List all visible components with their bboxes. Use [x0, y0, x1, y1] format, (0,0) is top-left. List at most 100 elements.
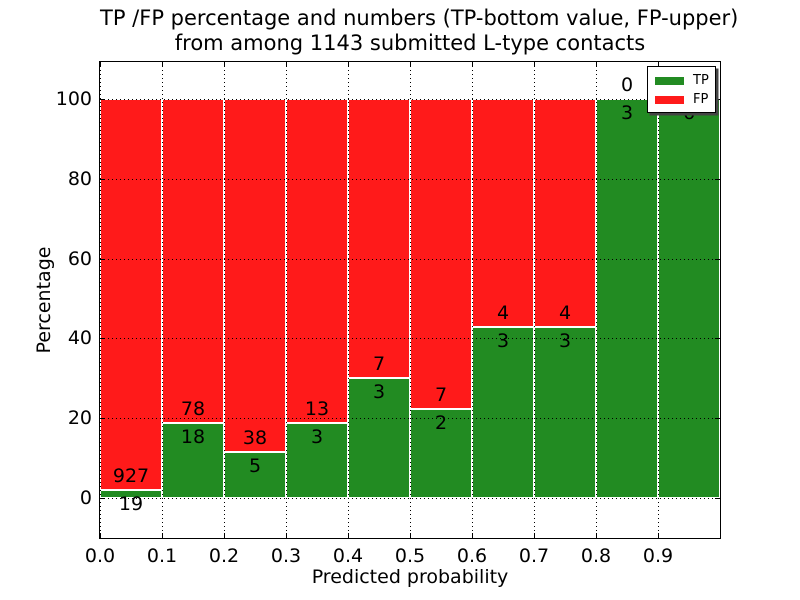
bar-label-fp: 13 [304, 398, 330, 421]
x-tick-label: 0.5 [394, 545, 426, 567]
y-tick-mark [100, 338, 105, 340]
x-tick-mark-top [348, 62, 349, 67]
x-tick-mark [472, 533, 473, 538]
x-tick-mark-top [410, 62, 411, 67]
legend-entry-tp: TP [655, 71, 709, 90]
bar-segment-fp [534, 99, 596, 327]
x-tick-label: 0.6 [456, 545, 488, 567]
x-tick-mark [224, 533, 225, 538]
y-tick-mark [100, 498, 105, 499]
legend-entry-fp: FP [655, 90, 708, 109]
x-tick-mark-top [596, 62, 597, 67]
x-tick-label: 0.4 [332, 545, 364, 567]
bar-label-tp: 3 [558, 329, 572, 352]
x-tick-mark [100, 533, 101, 538]
x-tick-mark-top [162, 62, 163, 67]
bar-label-fp: 38 [242, 426, 268, 449]
x-tick-mark [658, 533, 659, 538]
x-gridline [596, 62, 597, 538]
bar-segment-fp [162, 99, 224, 424]
bar-segment-fp [286, 99, 348, 424]
chart-title-line-1: TP /FP percentage and numbers (TP-bottom… [100, 6, 739, 30]
y-tick-mark [100, 99, 105, 100]
x-gridline [472, 62, 473, 538]
x-gridline [224, 62, 225, 538]
y-gridline [100, 258, 720, 260]
x-gridline [410, 62, 411, 538]
legend-label-fp: FP [693, 92, 709, 107]
bar-segment-fp [100, 99, 162, 490]
bar-segment-tp [348, 378, 410, 498]
bar-segment-fp [348, 99, 410, 379]
y-tick-mark [100, 178, 105, 180]
bar-segment-fp [410, 99, 472, 410]
bar-label-fp: 78 [180, 398, 206, 421]
x-tick-mark-top [286, 62, 287, 67]
x-gridline [348, 62, 349, 538]
bar-segment-tp [472, 326, 534, 498]
bar-label-tp: 19 [118, 492, 144, 515]
y-gridline [100, 498, 720, 499]
x-tick-mark-top [100, 62, 101, 67]
y-axis-label: Percentage [33, 246, 55, 354]
bar-segment-tp [286, 423, 348, 498]
x-gridline [658, 62, 659, 538]
bar-label-fp: 0 [620, 74, 634, 96]
legend-swatch-tp [655, 76, 684, 85]
x-gridline [162, 62, 163, 538]
bar-label-tp: 3 [496, 329, 510, 352]
legend-label-tp: TP [693, 73, 709, 88]
bar-segment-fp [224, 99, 286, 452]
y-tick-mark [100, 418, 105, 420]
x-tick-label: 0.1 [146, 545, 178, 567]
x-tick-label: 0.7 [518, 545, 550, 567]
x-tick-mark [348, 533, 349, 538]
y-tick-label: 20 [67, 407, 92, 430]
x-tick-mark [534, 533, 535, 538]
bar-segment-tp [410, 409, 472, 498]
bar-label-tp: 3 [310, 426, 324, 449]
bar-label-fp: 7 [372, 353, 386, 376]
y-gridline [100, 418, 720, 420]
x-tick-mark-top [534, 62, 535, 67]
bar-label-fp: 7 [434, 384, 448, 407]
x-tick-mark [596, 533, 597, 538]
x-tick-mark-top [658, 62, 659, 67]
y-gridline [100, 338, 720, 340]
x-tick-mark [286, 533, 287, 538]
y-tick-mark [100, 258, 105, 260]
y-tick-mark-right [715, 178, 720, 180]
y-gridline [100, 99, 720, 100]
legend-swatch-fp [655, 95, 684, 104]
bar-label-tp: 3 [372, 381, 386, 404]
bar-segment-tp [658, 99, 720, 498]
y-tick-label: 100 [55, 88, 92, 110]
bar-label-tp: 18 [180, 426, 206, 449]
bar-label-fp: 4 [496, 301, 510, 324]
y-tick-label: 40 [67, 327, 92, 350]
bar-label-fp: 927 [112, 464, 150, 487]
y-tick-mark-right [715, 258, 720, 260]
bar-label-tp: 3 [620, 102, 634, 124]
y-gridline [100, 178, 720, 180]
x-gridline [100, 62, 101, 538]
bar-label-fp: 4 [558, 301, 572, 324]
chart-title-line-2: from among 1143 submitted L-type contact… [174, 31, 646, 55]
y-tick-mark-right [715, 498, 720, 499]
x-tick-label: 0.0 [84, 545, 116, 567]
x-gridline [534, 62, 535, 538]
x-tick-label: 0.9 [642, 545, 674, 567]
x-tick-mark-top [472, 62, 473, 67]
x-tick-mark-top [224, 62, 225, 67]
y-tick-mark-right [715, 338, 720, 340]
bar-segment-tp [596, 99, 658, 498]
bar-label-tp: 2 [434, 412, 448, 435]
x-axis-label: Predicted probability [311, 566, 509, 588]
x-tick-mark [410, 533, 411, 538]
bar-segment-tp [224, 451, 286, 498]
bar-label-tp: 5 [248, 454, 262, 477]
y-tick-mark-right [715, 418, 720, 420]
x-tick-label: 0.3 [270, 545, 302, 567]
y-tick-mark-right [715, 99, 720, 100]
x-tick-mark [162, 533, 163, 538]
